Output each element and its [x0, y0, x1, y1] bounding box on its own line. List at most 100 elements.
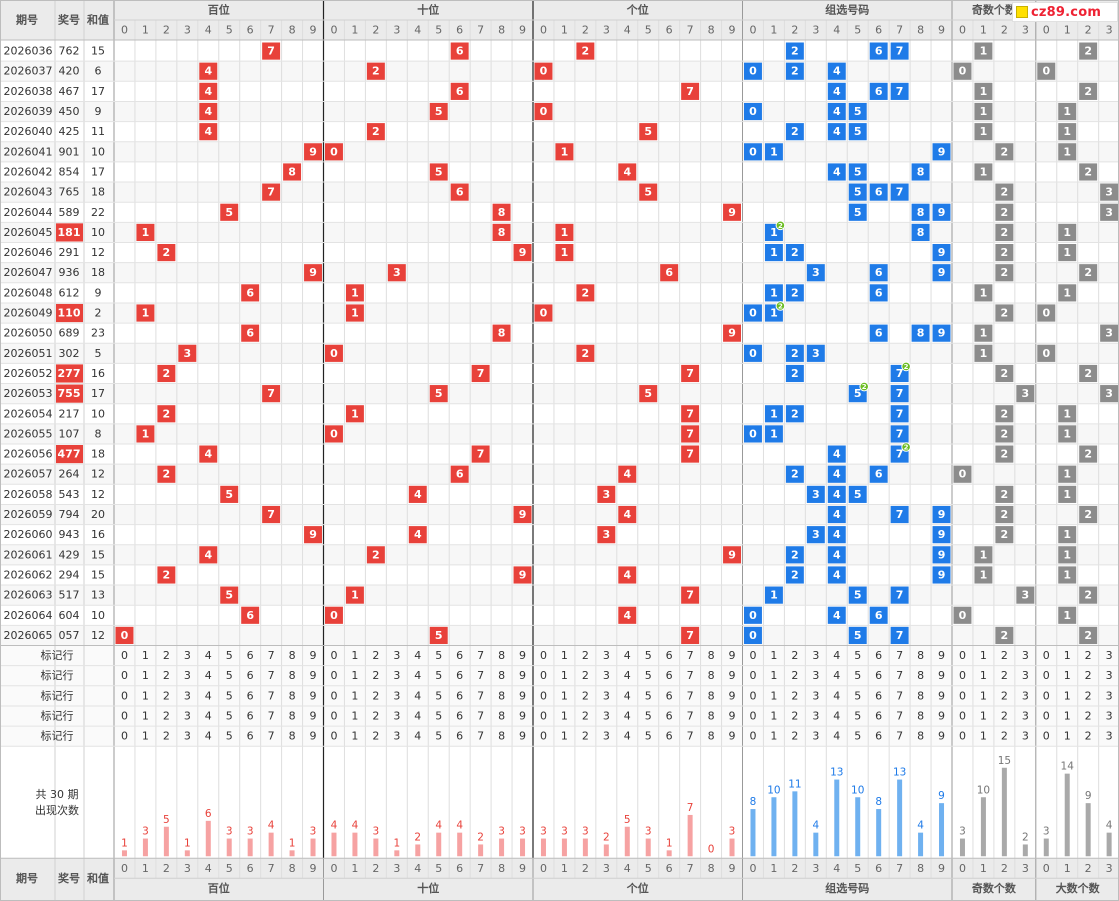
marker-digit: 1 — [351, 669, 358, 682]
group-ball — [827, 163, 846, 181]
group-ball-label: 2 — [791, 246, 799, 259]
big-count-ball-label: 2 — [1084, 629, 1092, 642]
hundreds-ball — [115, 626, 134, 644]
group-ball — [806, 264, 825, 282]
period-cell: 2026036 — [4, 45, 53, 58]
prize-cell: 467 — [59, 85, 80, 98]
tens-ball — [450, 82, 469, 100]
marker-digit: 0 — [749, 710, 756, 723]
marker-digit: 5 — [226, 730, 233, 743]
units-ball — [618, 606, 637, 624]
tens-ball — [429, 102, 448, 121]
big-count-ball-label: 1 — [1063, 125, 1071, 138]
odd-count-ball — [995, 445, 1014, 463]
big-count-ball-label: 1 — [1063, 246, 1071, 259]
header-digit: 7 — [477, 862, 484, 875]
group-ball-label: 4 — [833, 85, 841, 98]
group-ball-label: 6 — [875, 186, 883, 199]
marker-digit: 9 — [938, 689, 945, 702]
hundreds-ball — [199, 546, 218, 564]
count-bar — [1106, 832, 1112, 857]
prize-cell: 543 — [59, 488, 80, 501]
hundreds-ball-label: 5 — [225, 206, 233, 219]
tens-ball — [345, 405, 364, 423]
marker-digit: 8 — [917, 669, 924, 682]
group-ball — [848, 183, 867, 201]
big-count-ball — [1058, 284, 1077, 302]
group-ball — [785, 465, 804, 483]
header-digit: 2 — [582, 862, 589, 875]
sum-cell: 13 — [91, 589, 105, 602]
count-bar — [750, 809, 756, 857]
header-period: 期号 — [16, 871, 38, 885]
marker-digit: 1 — [980, 730, 987, 743]
tens-ball — [345, 304, 364, 322]
marker-digit: 3 — [1106, 730, 1113, 743]
sum-cell: 9 — [95, 286, 102, 299]
group-ball — [932, 143, 951, 161]
header-group-big: 大数个数 — [1056, 881, 1101, 895]
period-cell: 2026065 — [4, 629, 53, 642]
big-count-ball-label: 2 — [1084, 165, 1092, 178]
count-label: 2 — [1022, 831, 1029, 843]
count-label: 3 — [561, 826, 568, 838]
header-digit: 9 — [729, 862, 736, 875]
group-ball-label: 0 — [749, 65, 757, 78]
odd-count-ball — [974, 163, 993, 181]
marker-digit: 3 — [184, 689, 191, 702]
group-ball — [932, 264, 951, 282]
marker-digit: 5 — [226, 669, 233, 682]
group-ball-label: 7 — [896, 85, 904, 98]
big-count-ball-label: 2 — [1084, 85, 1092, 98]
group-ball-label: 5 — [854, 629, 862, 642]
period-cell: 2026041 — [4, 145, 53, 158]
hundreds-ball — [136, 425, 155, 443]
big-count-ball — [1100, 324, 1119, 342]
big-count-ball-label: 1 — [1063, 226, 1071, 239]
prize-highlight — [56, 223, 83, 242]
count-bar — [247, 838, 253, 857]
marker-digit: 2 — [1001, 730, 1008, 743]
marker-digit: 7 — [477, 730, 484, 743]
units-ball — [681, 364, 700, 383]
marker-digit: 9 — [729, 689, 736, 702]
header-digit: 0 — [1043, 24, 1050, 37]
group-ball-label: 3 — [812, 266, 820, 279]
marker-digit: 0 — [959, 689, 966, 702]
group-ball-label: 7 — [896, 45, 904, 58]
marker-digit: 1 — [351, 689, 358, 702]
marker-digit: 3 — [1106, 710, 1113, 723]
tens-ball-label: 5 — [435, 165, 443, 178]
marker-digit: 2 — [372, 730, 379, 743]
group-ball-label: 4 — [833, 568, 841, 581]
odd-count-ball-label: 2 — [1001, 367, 1009, 380]
group-ball-label: 9 — [938, 266, 946, 279]
units-ball — [639, 385, 658, 403]
marker-digit: 5 — [645, 649, 652, 662]
group-ball-label: 2 — [791, 347, 799, 360]
marker-digit: 0 — [1043, 649, 1050, 662]
count-label: 8 — [750, 796, 757, 808]
marker-digit: 5 — [854, 710, 861, 723]
odd-count-ball — [995, 183, 1014, 201]
count-bar — [1085, 803, 1091, 857]
hundreds-ball — [241, 324, 260, 342]
marker-digit: 0 — [540, 710, 547, 723]
group-ball — [932, 526, 951, 544]
group-ball-label: 9 — [938, 246, 946, 259]
big-count-ball — [1100, 203, 1119, 221]
header-digit: 4 — [205, 24, 212, 37]
header-digit: 1 — [1064, 24, 1071, 37]
marker-digit: 2 — [372, 669, 379, 682]
marker-digit: 0 — [540, 669, 547, 682]
units-ball — [618, 566, 637, 584]
sum-cell: 6 — [95, 65, 102, 78]
marker-digit: 2 — [163, 710, 170, 723]
group-ball-label: 5 — [854, 105, 862, 118]
count-bar — [939, 803, 945, 857]
marker-digit: 8 — [289, 669, 296, 682]
marker-digit: 9 — [729, 730, 736, 743]
hundreds-ball — [199, 62, 218, 80]
header-digit: 2 — [372, 24, 379, 37]
units-ball-label: 6 — [665, 266, 673, 279]
